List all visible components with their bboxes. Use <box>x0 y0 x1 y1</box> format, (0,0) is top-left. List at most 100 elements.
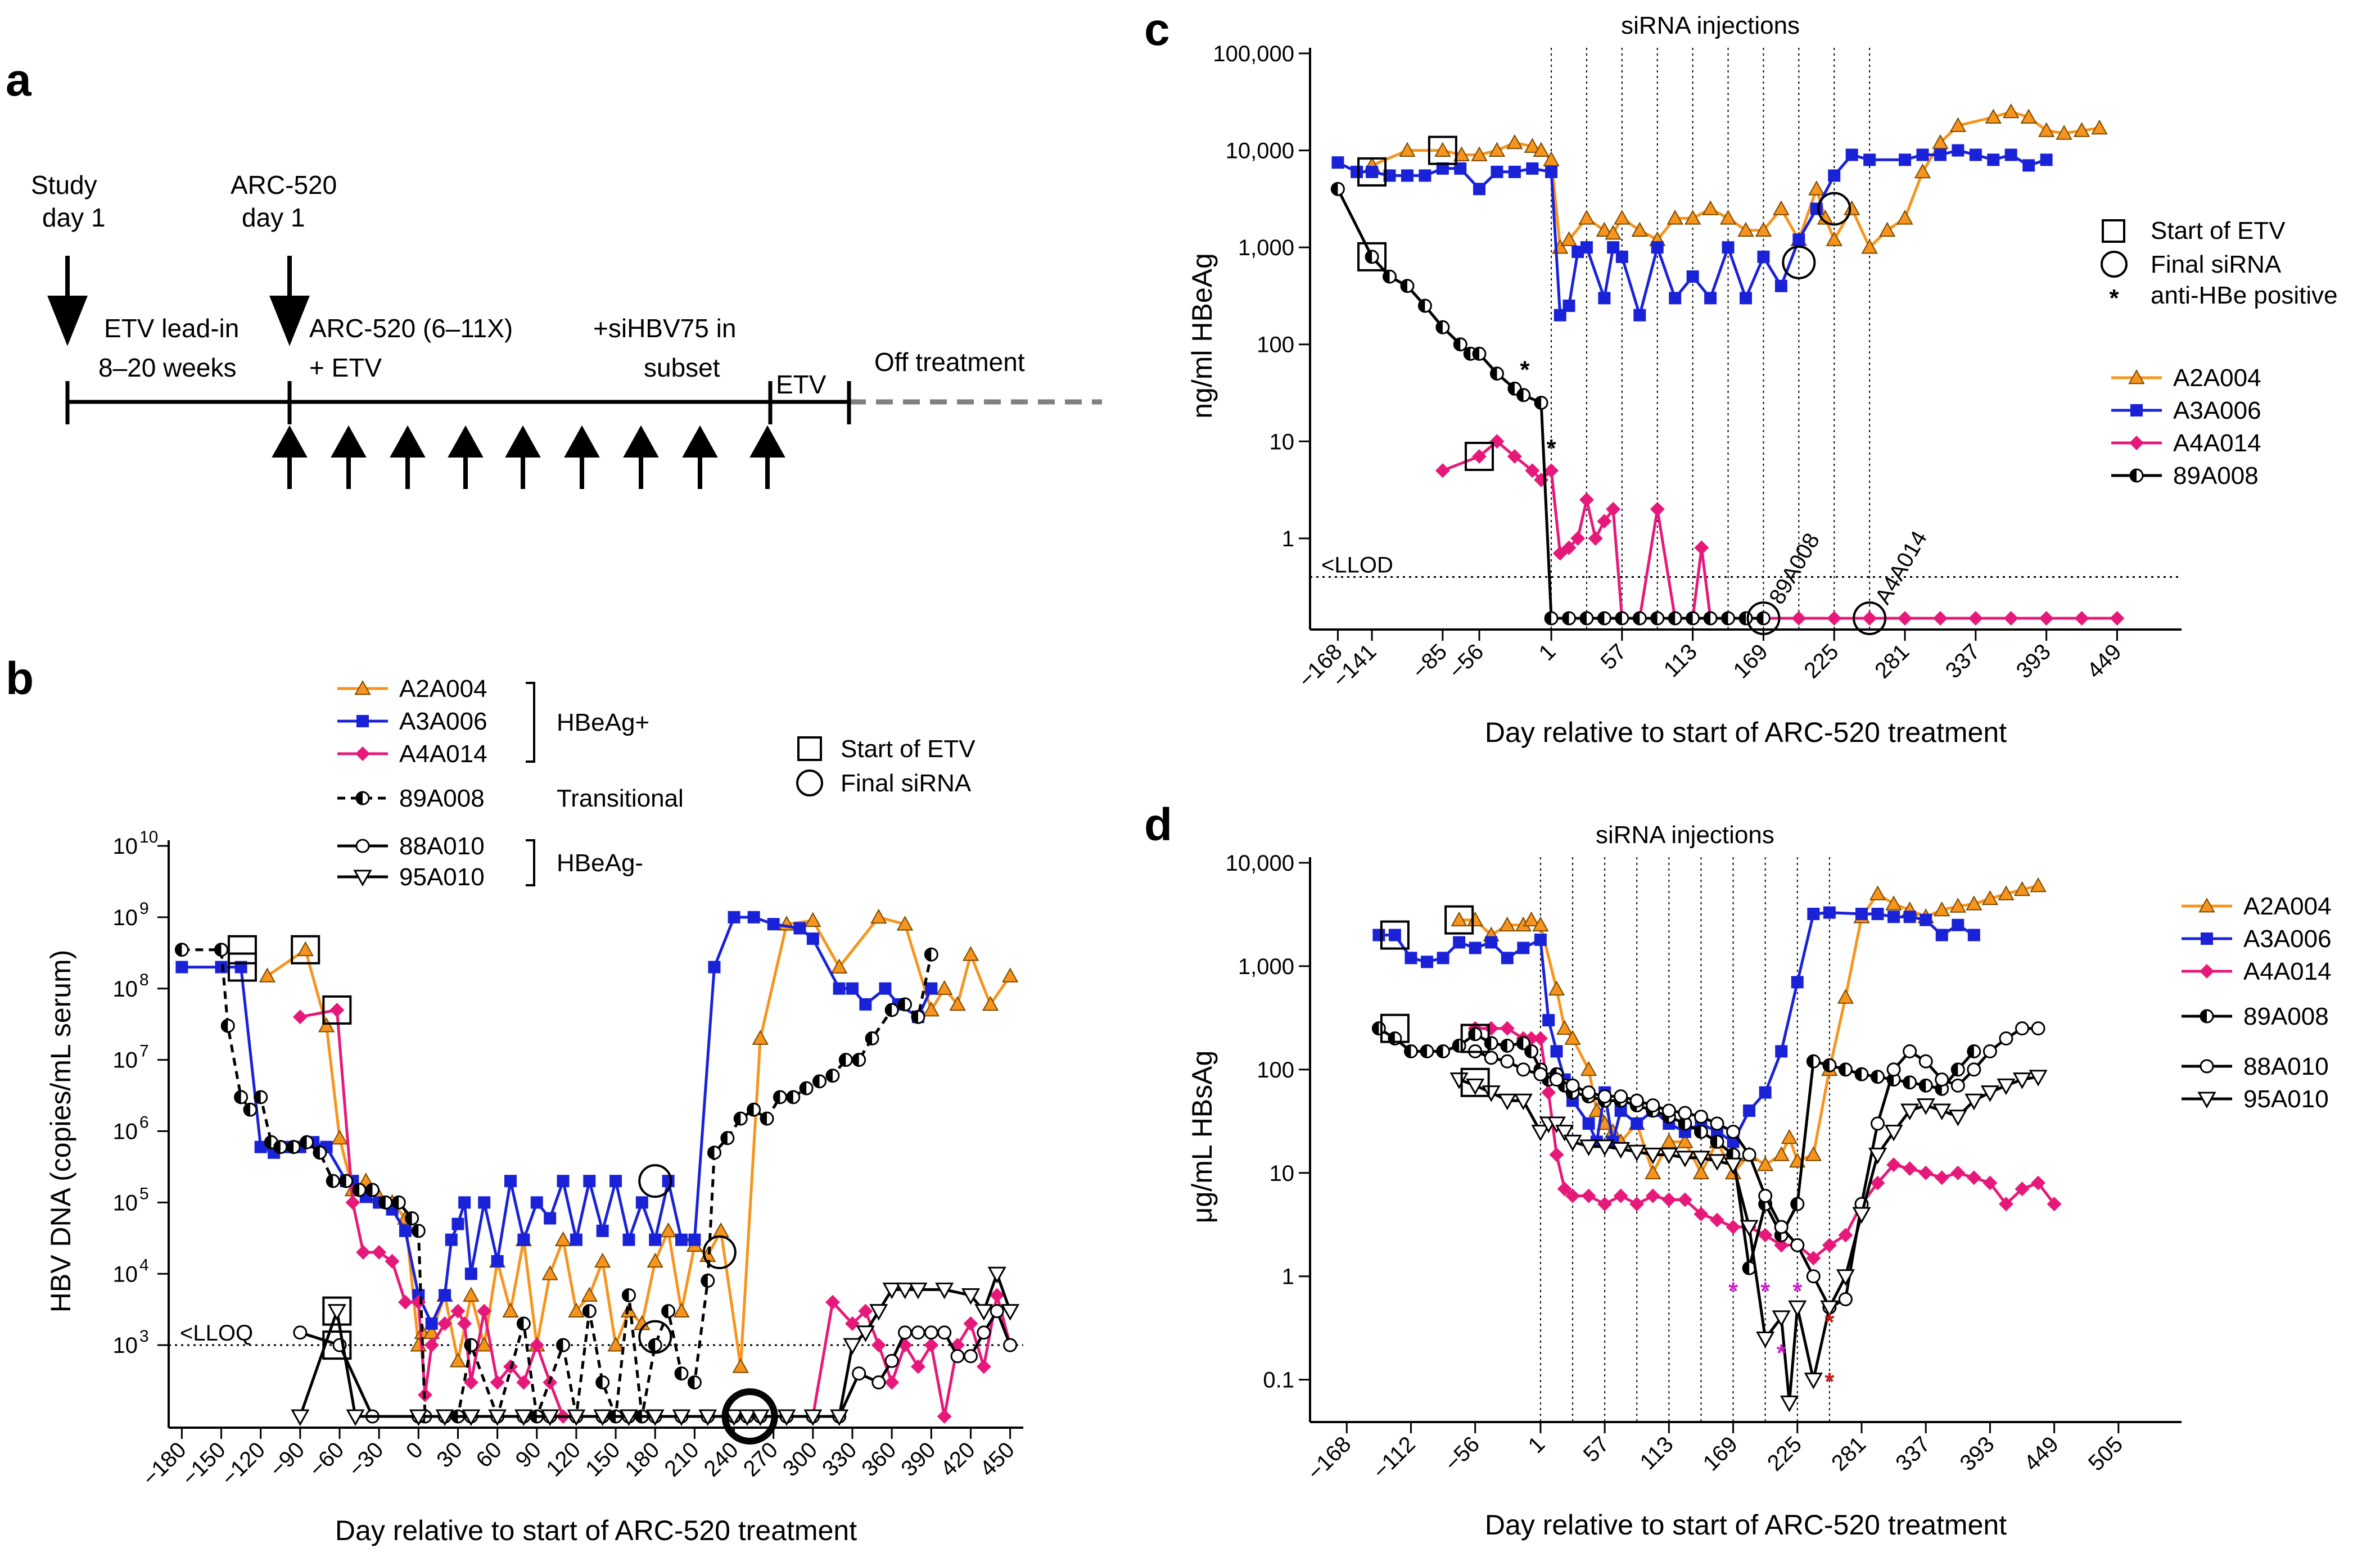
point-89A008-fill <box>774 1090 780 1103</box>
point-89A008 <box>1579 611 1594 626</box>
point-A4A014 <box>1677 1192 1692 1207</box>
x-tick-label: −30 <box>344 1437 388 1482</box>
point-89A008 <box>1632 611 1647 626</box>
x-tick-label: 150 <box>581 1437 625 1481</box>
point-89A008-fill <box>405 1212 412 1225</box>
point-A2A004 <box>1844 200 1860 215</box>
point-89A008-fill <box>1711 1135 1718 1148</box>
panel-a: a Study day 1 ARC-520 day 1 ETV lead-in … <box>6 55 1102 489</box>
point-A2A004 <box>1001 967 1019 983</box>
point-89A008 <box>1534 396 1548 410</box>
chart-title: siRNA injections <box>1596 821 1774 849</box>
point-89A008-fill <box>1686 612 1693 624</box>
point-A4A014 <box>1774 1238 1789 1253</box>
point-A4A014 <box>1597 514 1612 529</box>
point-A3A006 <box>708 961 721 974</box>
point-89A008-fill <box>1501 1039 1507 1052</box>
point-88A010 <box>1886 1062 1901 1077</box>
point-A2A004 <box>1667 210 1683 225</box>
point-95A010 <box>1780 1395 1799 1412</box>
series-A3A006 <box>175 911 938 1330</box>
point-89A008-fill <box>1903 1076 1910 1089</box>
x-tick-label: 113 <box>1659 639 1702 682</box>
point-A4A014 <box>372 1245 387 1260</box>
point-95A010 <box>803 1409 823 1427</box>
series-89A008 <box>174 943 938 1424</box>
sihbv-line2: subset <box>644 353 720 382</box>
point-95A010 <box>935 1282 954 1300</box>
point-89A008-fill <box>1669 612 1676 624</box>
point-A4A014 <box>976 1359 991 1374</box>
point-A4A014 <box>1791 611 1807 626</box>
point-A3A006 <box>846 982 859 995</box>
legend-start-box <box>2102 219 2125 243</box>
final-sirna-circle <box>1853 601 1887 635</box>
point-A2A004 <box>318 1017 335 1033</box>
point-95A010 <box>882 1282 901 1300</box>
point-A2A004 <box>1453 146 1470 161</box>
point-89A008-fill <box>1331 183 1338 196</box>
legend-label-89A008: 89A008 <box>2243 1003 2329 1030</box>
point-A2A004 <box>2030 877 2047 893</box>
point-A2A004 <box>1524 138 1541 153</box>
point-A3A006 <box>859 998 872 1011</box>
point-A2A004 <box>568 1302 585 1317</box>
point-95A010 <box>327 1304 346 1321</box>
point-A2A004 <box>830 958 848 974</box>
point-88A010 <box>1549 1072 1564 1087</box>
point-89A008-fill <box>265 1136 272 1149</box>
point-A4A014 <box>1862 611 1877 626</box>
point-88A010 <box>1582 1085 1596 1100</box>
point-89A008-fill <box>1651 612 1658 624</box>
series-88A010 <box>293 1304 1018 1424</box>
point-A3A006 <box>583 1175 596 1188</box>
point-A3A006 <box>399 1224 412 1237</box>
legend-marker-89A008 <box>2129 468 2144 483</box>
series-line-A3A006 <box>1379 911 1975 1147</box>
point-A4A014 <box>490 1375 505 1390</box>
x-tick-label: 169 <box>1699 1432 1742 1475</box>
arc-day1-line2: day 1 <box>242 203 305 232</box>
point-A4A014 <box>1435 463 1450 478</box>
point-89A008 <box>674 1366 689 1381</box>
point-A2A004 <box>1660 1133 1678 1148</box>
point-A3A006 <box>609 1175 622 1188</box>
point-A3A006 <box>1792 233 1805 246</box>
point-89A008-fill <box>886 1003 892 1016</box>
point-89A008-fill <box>1562 612 1569 624</box>
point-A2A004 <box>476 1337 493 1352</box>
point-A2A004 <box>1614 210 1631 225</box>
point-89A008-fill <box>1383 270 1390 283</box>
point-89A008 <box>1903 1075 1917 1090</box>
point-89A008-fill <box>175 943 182 956</box>
point-89A008 <box>1950 1062 1965 1077</box>
y-tick-label: 1 <box>1282 527 1294 551</box>
legend-final-circle <box>796 769 823 796</box>
point-88A010 <box>911 1325 925 1340</box>
point-A3A006 <box>1331 156 1344 169</box>
x-tick-label: 390 <box>896 1437 940 1481</box>
point-A4A014 <box>1918 1165 1934 1180</box>
legend-bracket-pos <box>526 682 535 763</box>
point-A3A006 <box>1810 202 1823 215</box>
point-95A010 <box>698 1409 717 1427</box>
y-tick-label: 100 <box>1257 1058 1294 1083</box>
point-95A010 <box>1884 1125 1903 1142</box>
legend-marker-89A008 <box>2200 1009 2214 1024</box>
point-A4A014 <box>1570 531 1586 546</box>
point-89A008-fill <box>1920 1079 1926 1092</box>
start-etv-box <box>322 1296 352 1326</box>
point-A3A006 <box>925 982 938 995</box>
legend-label-88A010: 88A010 <box>399 832 485 860</box>
point-A2A004 <box>1605 224 1622 240</box>
panel-c: c −168−141 −85−56 1 57 113 169 225 281 337 393 449… <box>1144 4 2338 748</box>
point-95A010 <box>1756 1331 1775 1348</box>
point-88A010 <box>1661 1103 1676 1118</box>
x-tick-label: −56 <box>1440 1432 1484 1476</box>
point-89A008-fill <box>1807 1055 1814 1068</box>
point-88A010 <box>1758 1189 1773 1203</box>
point-89A008 <box>1403 1044 1418 1058</box>
point-A4A014 <box>884 1375 900 1390</box>
point-89A008-fill <box>243 1103 250 1116</box>
